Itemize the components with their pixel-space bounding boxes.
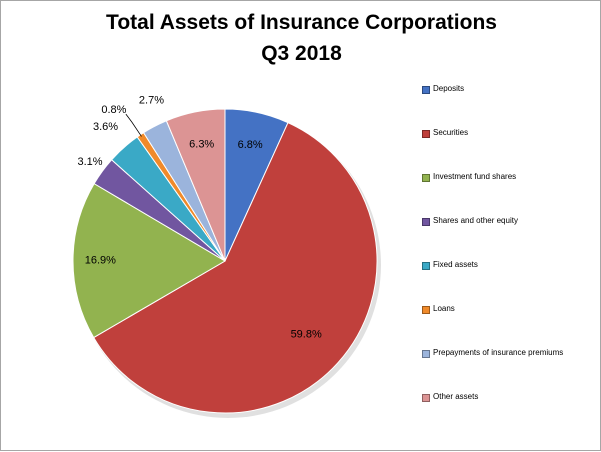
data-label-other-assets: 6.3% xyxy=(189,139,214,151)
data-label-fixed-assets: 3.6% xyxy=(93,121,118,133)
pie-slice-investment-fund-shares xyxy=(72,182,226,339)
legend-swatch-securities xyxy=(422,130,430,138)
data-label-deposits: 6.8% xyxy=(238,139,263,151)
legend-label-shares-and-other-equity: Shares and other equity xyxy=(433,216,518,225)
legend-label-fixed-assets: Fixed assets xyxy=(433,260,478,269)
data-label-loans: 0.8% xyxy=(101,104,126,116)
pie-slice-other-assets xyxy=(165,108,226,262)
legend-swatch-fixed-assets xyxy=(422,262,430,270)
data-label-shares-and-other-equity: 3.1% xyxy=(78,156,103,168)
pie-slice-securities xyxy=(92,122,378,414)
legend-swatch-other-assets xyxy=(422,394,430,402)
legend-swatch-loans xyxy=(422,306,430,314)
chart-title-line1: Total Assets of Insurance Corporations xyxy=(106,11,497,34)
data-label-securities: 59.8% xyxy=(291,328,322,340)
legend-label-securities: Securities xyxy=(433,128,469,137)
chart-title-line2: Q3 2018 xyxy=(261,42,342,65)
legend-label-loans: Loans xyxy=(433,304,455,313)
data-label-investment-fund-shares: 16.9% xyxy=(85,255,116,267)
leader-line-loans xyxy=(125,113,142,137)
legend-swatch-prepayments-of-insurance-premiums xyxy=(422,350,430,358)
legend-swatch-shares-and-other-equity xyxy=(422,218,430,226)
data-label-prepayments-of-insurance-premiums: 2.7% xyxy=(139,95,164,107)
legend-swatch-investment-fund-shares xyxy=(422,174,430,182)
legend-label-prepayments-of-insurance-premiums: Prepayments of insurance premiums xyxy=(433,348,564,357)
legend-label-other-assets: Other assets xyxy=(433,392,479,401)
legend-label-investment-fund-shares: Investment fund shares xyxy=(433,172,517,181)
legend-label-deposits: Deposits xyxy=(433,84,465,93)
legend-swatch-deposits xyxy=(422,86,430,94)
